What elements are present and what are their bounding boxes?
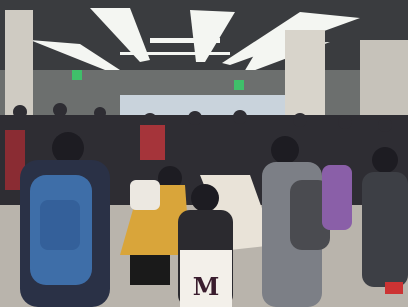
page: M (() => { const data = JSON.parse(docum…	[0, 0, 408, 307]
wall-panel	[360, 40, 408, 120]
person-coat	[362, 172, 408, 287]
red-jacket	[140, 125, 165, 160]
white-bag	[130, 180, 160, 210]
person-head	[372, 147, 398, 173]
legs	[130, 255, 170, 285]
pillar	[5, 10, 33, 120]
exit-sign	[72, 70, 82, 80]
tote-bag-text: M	[193, 272, 220, 301]
photo: M	[0, 0, 408, 307]
exit-sign	[234, 80, 244, 90]
backpack-pocket	[40, 200, 80, 250]
person-head	[271, 136, 299, 164]
person-head	[191, 184, 219, 212]
pillar	[285, 30, 325, 120]
shoe	[385, 282, 403, 294]
purple-bag	[322, 165, 352, 230]
person-head	[52, 132, 84, 164]
